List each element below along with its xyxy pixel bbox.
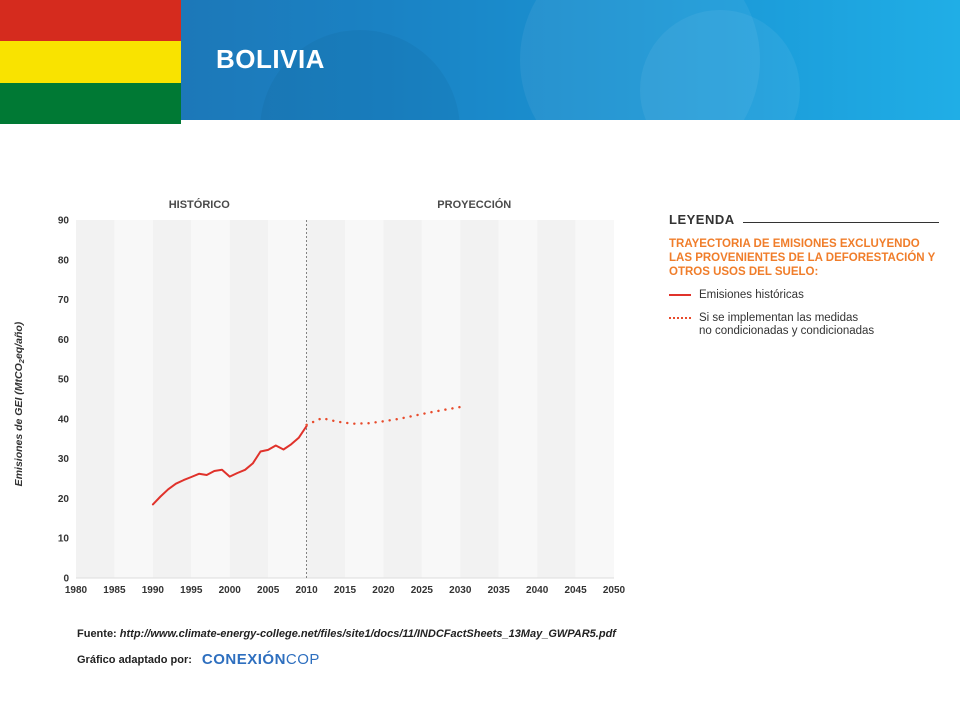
bolivia-flag (0, 0, 181, 125)
x-tick-label: 1980 (65, 585, 88, 596)
grid-band (114, 220, 153, 578)
x-tick-label: 2045 (564, 585, 587, 596)
x-tick-label: 1990 (142, 585, 165, 596)
x-tick-label: 2030 (449, 585, 472, 596)
legend-title: LEYENDA (669, 212, 735, 227)
legend-label-projection-line2: no condicionadas y condicionadas (699, 325, 875, 337)
grid-bands (76, 220, 614, 579)
legend-header: LEYENDA (669, 212, 939, 227)
flag-stripe-green (0, 82, 181, 125)
x-tick-label: 2015 (334, 585, 357, 596)
x-tick-label: 2035 (488, 585, 511, 596)
legend-label-historic: Emisiones históricas (699, 289, 804, 301)
legend-divider (742, 222, 939, 223)
grid-band (191, 220, 230, 578)
source-citation: Fuente: http://www.climate-energy-colleg… (77, 628, 616, 640)
section-label-proyeccion: PROYECCIÓN (437, 198, 511, 211)
legend: LEYENDA TRAYECTORIA DE EMISIONES EXCLUYE… (669, 212, 939, 338)
series-line-projection (305, 405, 462, 427)
y-tick-label: 40 (58, 414, 70, 425)
y-tick-label: 30 (58, 454, 70, 465)
grid-band (383, 220, 422, 578)
x-tick-label: 1985 (103, 585, 126, 596)
series-layer (151, 405, 462, 506)
y-tick-label: 20 (58, 494, 70, 505)
grid-band (421, 220, 461, 578)
dotted-line-swatch (669, 312, 691, 322)
grid-band (498, 220, 538, 578)
grid-band (229, 220, 269, 578)
grid-band (268, 220, 307, 578)
y-tick-label: 90 (58, 216, 70, 227)
x-tick-label: 2040 (526, 585, 549, 596)
grid-band (345, 220, 384, 578)
x-tick-label: 2000 (219, 585, 242, 596)
axis-tick-labels: 1980 1985 1990 1995 2000 2005 2010 2015 2020 2025… (58, 216, 626, 597)
y-tick-label: 0 (63, 574, 69, 585)
grid-band (537, 220, 576, 578)
decorative-circle (520, 0, 760, 120)
y-tick-label: 70 (58, 295, 70, 306)
source-url: http://www.climate-energy-college.net/fi… (119, 628, 616, 640)
page-title: BOLIVIA (216, 44, 325, 74)
grid-band (152, 220, 192, 578)
x-tick-label: 2005 (257, 585, 280, 596)
legend-label-projection: Si se implementan las medidas no condici… (699, 312, 874, 338)
flag-stripe-yellow (0, 41, 181, 83)
x-tick-label: 2020 (372, 585, 395, 596)
x-tick-label: 1995 (180, 585, 203, 596)
logo-text-strong: CONEXIÓN (201, 651, 286, 668)
series-line-historic (151, 425, 308, 506)
source-label: Fuente: (77, 628, 117, 640)
grid-band (460, 220, 499, 578)
solid-line-swatch (669, 289, 691, 299)
grid-band (575, 220, 614, 578)
legend-label-projection-line1: Si se implementan las medidas (699, 312, 859, 324)
y-tick-label: 50 (58, 375, 70, 386)
y-tick-label: 10 (58, 534, 70, 545)
y-tick-label: 60 (58, 335, 70, 346)
y-axis-title: Emisiones de GEI (MtCO2eq/año) (13, 321, 26, 486)
grid-band (76, 220, 115, 578)
y-tick-label: 80 (58, 255, 70, 266)
flag-stripe-red (0, 0, 181, 42)
adapted-credit: Gráfico adaptado por: CONEXIÓNCOP (77, 651, 320, 668)
legend-subtitle: TRAYECTORIA DE EMISIONES EXCLUYENDO LAS … (669, 238, 936, 278)
x-tick-label: 2010 (295, 585, 318, 596)
x-tick-label: 2025 (411, 585, 434, 596)
legend-item-projection: Si se implementan las medidas no condici… (669, 312, 939, 338)
section-label-historico: HISTÓRICO (169, 198, 231, 211)
grid-band (306, 220, 345, 578)
adapted-label: Gráfico adaptado por: (77, 653, 192, 666)
x-tick-label: 2050 (603, 585, 626, 596)
conexioncop-logo: CONEXIÓNCOP (202, 651, 320, 668)
logo-text-light: COP (285, 651, 320, 668)
legend-item-historic: Emisiones históricas (669, 289, 939, 302)
